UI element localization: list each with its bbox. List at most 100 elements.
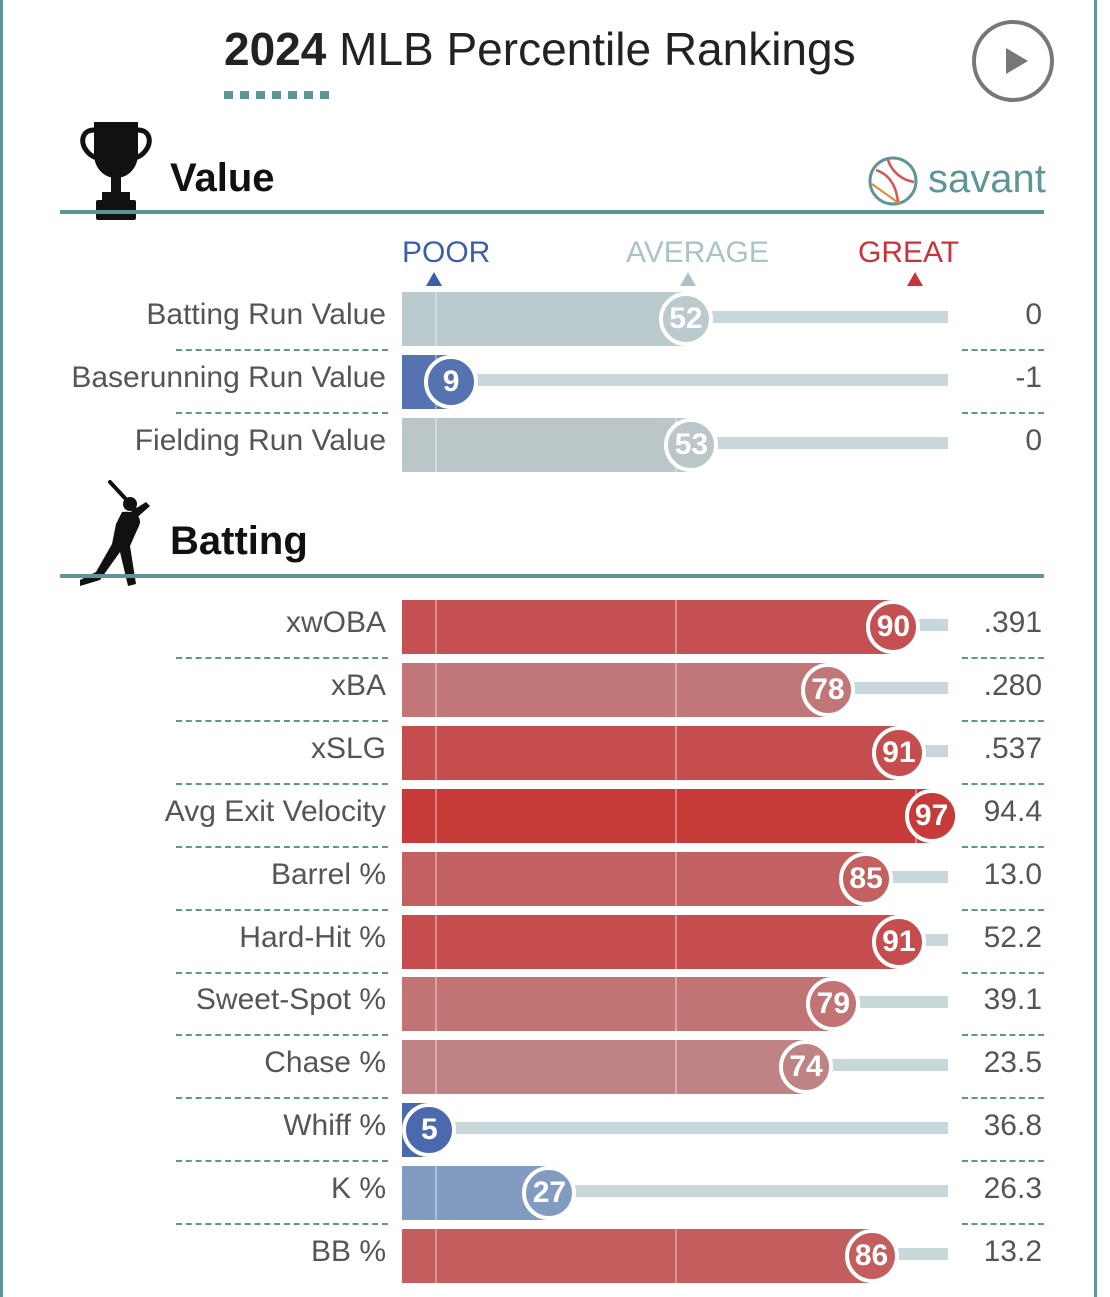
metric-row: Fielding Run Value 53 0 <box>0 417 1110 481</box>
reference-line <box>675 1040 677 1095</box>
row-divider-right <box>962 411 1044 414</box>
reference-line <box>675 662 677 717</box>
reference-line <box>675 977 677 1032</box>
metric-label: Whiff % <box>283 1109 386 1143</box>
percentile-bar <box>402 977 834 1032</box>
metric-row: xSLG 91 .537 <box>0 725 1110 789</box>
percentile-bubble: 79 <box>806 977 861 1032</box>
reference-line <box>434 1166 437 1221</box>
reference-line <box>434 788 437 843</box>
metric-row: xBA 78 .280 <box>0 662 1110 726</box>
section-title-batting: Batting <box>170 519 308 563</box>
metric-row: BB % 86 13.2 <box>0 1229 1110 1292</box>
reference-line <box>675 914 677 969</box>
percentile-track <box>451 373 948 386</box>
percentile-bar <box>402 1040 807 1095</box>
metric-row: Batting Run Value 52 0 <box>0 292 1110 355</box>
metric-row: Chase % 74 23.5 <box>0 1040 1110 1103</box>
percentile-bubble: 91 <box>871 725 926 780</box>
percentile-bubble: 53 <box>664 417 719 472</box>
reference-line <box>675 788 677 843</box>
metric-label: Barrel % <box>270 857 386 891</box>
play-icon <box>1006 48 1028 74</box>
title-text: MLB Percentile Rankings <box>339 23 856 75</box>
reference-line <box>434 725 437 780</box>
percentile-bar <box>402 600 894 654</box>
metric-label: xBA <box>330 668 386 702</box>
metric-value: 13.0 <box>983 857 1042 891</box>
trophy-icon <box>80 122 152 220</box>
percentile-bar <box>402 417 692 472</box>
metric-row: xwOBA 90 .391 <box>0 600 1110 663</box>
metric-value: 26.3 <box>983 1172 1042 1206</box>
percentile-bar <box>402 851 867 906</box>
row-divider-right <box>962 657 1044 659</box>
percentile-bubble: 91 <box>871 914 926 969</box>
metric-label: Sweet-Spot % <box>195 983 386 1017</box>
percentile-bar <box>402 292 686 346</box>
reference-line <box>434 662 437 717</box>
percentile-bubble: 27 <box>522 1166 577 1221</box>
metric-row: Avg Exit Velocity 97 94.4 <box>0 788 1110 852</box>
reference-line <box>675 725 677 780</box>
percentile-track <box>685 311 948 323</box>
metric-row: Whiff % 5 36.8 <box>0 1103 1110 1166</box>
percentile-bar <box>402 725 899 780</box>
reference-line <box>434 851 437 906</box>
row-divider-left <box>176 1034 388 1037</box>
percentile-bubble: 90 <box>866 600 921 654</box>
row-divider-right <box>962 971 1044 974</box>
row-divider-left <box>176 971 388 974</box>
row-divider-right <box>962 1034 1044 1037</box>
reference-line <box>434 600 437 654</box>
metric-row: Hard-Hit % 91 52.2 <box>0 914 1110 978</box>
percentile-bubble: 5 <box>402 1103 457 1158</box>
metric-label: Avg Exit Velocity <box>164 794 386 828</box>
metric-value: 23.5 <box>983 1046 1042 1080</box>
batter-icon <box>80 480 150 586</box>
percentile-bubble: 97 <box>904 788 959 843</box>
reference-line <box>434 417 437 472</box>
row-divider-left <box>176 845 388 848</box>
row-divider-right <box>962 719 1044 722</box>
page-border-right <box>1094 0 1097 1297</box>
metric-value: 36.8 <box>983 1109 1042 1143</box>
reference-line <box>675 1229 677 1283</box>
percentile-bubble: 86 <box>844 1229 899 1283</box>
percentile-bubble: 85 <box>839 851 894 906</box>
section-rule-batting <box>60 574 1044 578</box>
row-divider-right <box>962 845 1044 848</box>
metric-value: 0 <box>1025 423 1042 457</box>
row-divider-right <box>962 1160 1044 1163</box>
metric-value: 39.1 <box>983 983 1042 1017</box>
reference-line <box>434 1040 437 1095</box>
percentile-track <box>429 1122 948 1135</box>
row-divider-left <box>176 657 388 659</box>
row-divider-right <box>962 782 1044 785</box>
metric-label: BB % <box>310 1235 386 1268</box>
row-divider-left <box>176 719 388 722</box>
page-title: 2024 MLB Percentile Rankings <box>224 22 856 76</box>
row-divider-left <box>176 1097 388 1100</box>
scale-marker-great <box>907 272 923 286</box>
metric-value: 13.2 <box>983 1235 1042 1268</box>
metric-row: Barrel % 85 13.0 <box>0 851 1110 915</box>
title-year: 2024 <box>224 23 327 75</box>
scale-marker-average <box>680 272 696 286</box>
play-button[interactable] <box>972 20 1054 102</box>
percentile-bubble: 74 <box>779 1040 834 1095</box>
metric-row: K % 27 26.3 <box>0 1166 1110 1229</box>
percentile-bubble: 78 <box>800 662 855 717</box>
percentile-track <box>691 436 948 449</box>
reference-line <box>434 977 437 1032</box>
metric-label: Fielding Run Value <box>134 423 386 457</box>
page-border-left <box>0 0 3 1297</box>
metric-row: Sweet-Spot % 79 39.1 <box>0 977 1110 1040</box>
percentile-bar <box>402 914 899 969</box>
reference-line <box>434 292 437 346</box>
row-divider-left <box>176 782 388 785</box>
metric-label: xSLG <box>310 731 386 765</box>
reference-line <box>434 914 437 969</box>
metric-label: Hard-Hit % <box>239 920 386 954</box>
metric-value: 94.4 <box>983 794 1042 828</box>
